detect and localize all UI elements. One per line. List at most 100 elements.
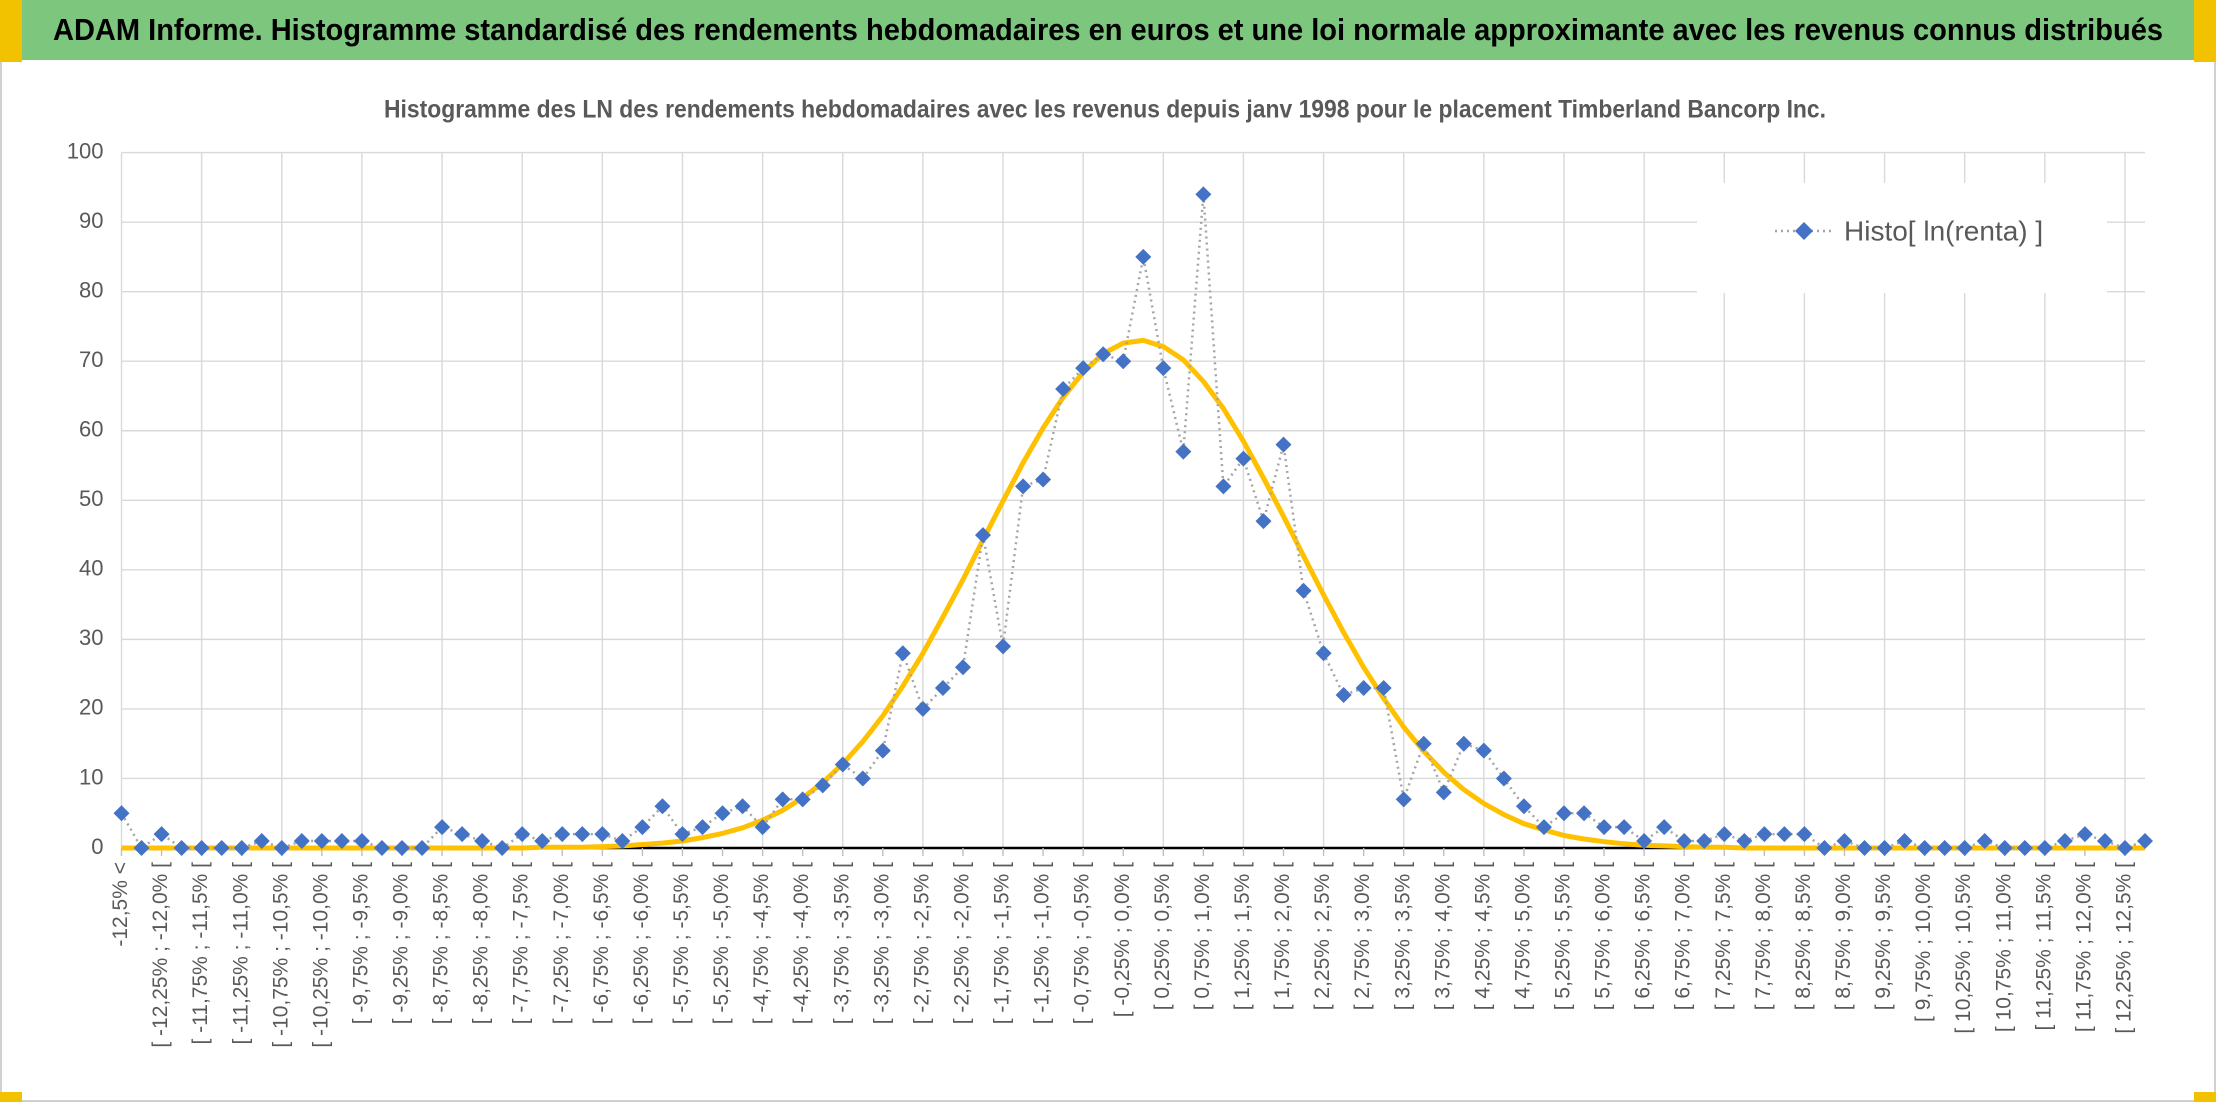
data-point	[1255, 513, 1272, 530]
data-point	[1235, 450, 1252, 467]
data-point	[1415, 735, 1432, 752]
data-point	[1756, 826, 1773, 843]
x-tick-label: [ -3,25% ; -3,0% [	[870, 862, 893, 1024]
y-tick-label: 70	[79, 347, 103, 372]
y-tick-label: 60	[79, 417, 103, 442]
data-point	[1856, 840, 1873, 856]
x-tick-label: [ 4,75% ; 5,0% [	[1511, 862, 1534, 1010]
data-point	[954, 659, 971, 676]
x-tick-label: [ -6,25% ; -6,0% [	[630, 862, 653, 1024]
data-point	[233, 840, 250, 856]
data-point	[2076, 826, 2093, 843]
x-tick-label: [ -10,25% ; -10,0% [	[309, 862, 332, 1048]
y-tick-label: 50	[79, 486, 103, 511]
data-point	[253, 833, 270, 850]
data-point	[273, 840, 290, 856]
data-point	[414, 840, 431, 856]
data-point	[1195, 186, 1212, 203]
data-point	[1576, 805, 1593, 822]
data-point	[1996, 840, 2013, 856]
data-point	[1535, 819, 1552, 836]
data-point	[1495, 770, 1512, 787]
data-point	[1716, 826, 1733, 843]
x-tick-label: [ 11,25% ; 11,5% [	[2032, 862, 2055, 1031]
data-point	[2036, 840, 2053, 856]
x-tick-label: -12,5% <	[109, 862, 132, 947]
data-point	[934, 680, 951, 697]
x-tick-label: [ 9,75% ; 10,0% [	[1912, 862, 1935, 1022]
data-point	[1555, 805, 1572, 822]
data-point	[734, 798, 751, 815]
data-point	[1515, 798, 1532, 815]
data-point	[1135, 248, 1152, 265]
data-point	[113, 805, 130, 822]
data-point	[814, 777, 831, 794]
data-point	[1656, 819, 1673, 836]
x-tick-label: [ -4,75% ; -4,5% [	[750, 862, 773, 1024]
data-point	[1075, 360, 1092, 377]
data-point	[2056, 833, 2073, 850]
data-point	[1455, 735, 1472, 752]
data-point	[1035, 471, 1052, 488]
data-point	[1355, 680, 1372, 697]
legend-box	[1697, 183, 2107, 293]
x-tick-label: [ -8,25% ; -8,0% [	[470, 862, 493, 1024]
x-tick-label: [ 12,25% ; 12,5% [	[2113, 862, 2136, 1034]
x-tick-label: [ 2,75% ; 3,0% [	[1351, 862, 1374, 1010]
data-point	[1596, 819, 1613, 836]
data-point	[1736, 833, 1753, 850]
data-point	[494, 840, 511, 856]
data-point	[714, 805, 731, 822]
data-point	[794, 791, 811, 808]
data-point	[1315, 645, 1332, 662]
x-tick-label: [ -0,25% ; 0,0% [	[1111, 862, 1134, 1017]
x-tick-label: [ -9,75% ; -9,5% [	[349, 862, 372, 1024]
data-point	[1295, 582, 1312, 599]
data-point	[133, 840, 150, 856]
data-point	[694, 819, 711, 836]
corner	[0, 0, 22, 62]
x-tick-label: [ -3,75% ; -3,5% [	[830, 862, 853, 1024]
x-tick-label: [ 5,75% ; 6,0% [	[1592, 862, 1615, 1010]
y-tick-label: 20	[79, 695, 103, 720]
data-point	[774, 791, 791, 808]
data-point	[1916, 840, 1933, 856]
data-point	[1796, 826, 1813, 843]
data-point	[834, 756, 851, 773]
x-tick-label: [ -7,75% ; -7,5% [	[510, 862, 533, 1024]
x-tick-label: [ -4,25% ; -4,0% [	[790, 862, 813, 1024]
x-tick-label: [ 9,25% ; 9,5% [	[1872, 862, 1895, 1010]
x-tick-label: [ 8,75% ; 9,0% [	[1832, 862, 1855, 1010]
data-point	[1676, 833, 1693, 850]
x-tick-label: [ -2,75% ; -2,5% [	[910, 862, 933, 1024]
x-tick-label: [ 0,25% ; 0,5% [	[1151, 862, 1174, 1010]
data-point	[1816, 840, 1833, 856]
data-point	[2137, 833, 2153, 850]
x-tick-label: [ -6,75% ; -6,5% [	[590, 862, 613, 1024]
x-tick-label: [ 11,75% ; 12,0% [	[2072, 862, 2095, 1032]
data-point	[1175, 443, 1192, 460]
data-point	[1696, 833, 1713, 850]
x-tick-label: [ 10,25% ; 10,5% [	[1952, 862, 1975, 1034]
legend-label: Histo[ ln(renta) ]	[1844, 215, 2043, 246]
y-tick-label: 10	[79, 764, 103, 789]
y-tick-label: 90	[79, 208, 103, 233]
data-point	[1395, 791, 1412, 808]
x-tick-label: [ -10,75% ; -10,5% [	[269, 862, 292, 1048]
data-point	[995, 638, 1012, 655]
data-point	[1375, 680, 1392, 697]
data-point	[1155, 360, 1172, 377]
data-point	[1335, 687, 1352, 704]
x-tick-label: [ 4,25% ; 4,5% [	[1471, 862, 1494, 1010]
data-point	[1836, 833, 1853, 850]
data-point	[2016, 840, 2033, 856]
x-tick-label: [ 3,25% ; 3,5% [	[1391, 862, 1414, 1010]
x-tick-label: [ -11,75% ; -11,5% [	[189, 862, 212, 1045]
corner	[2194, 1092, 2216, 1102]
data-point	[1095, 346, 1112, 363]
data-point	[1275, 436, 1292, 453]
data-point	[914, 700, 931, 717]
data-point	[1115, 353, 1132, 370]
x-tick-label: [ 0,75% ; 1,0% [	[1191, 862, 1214, 1010]
